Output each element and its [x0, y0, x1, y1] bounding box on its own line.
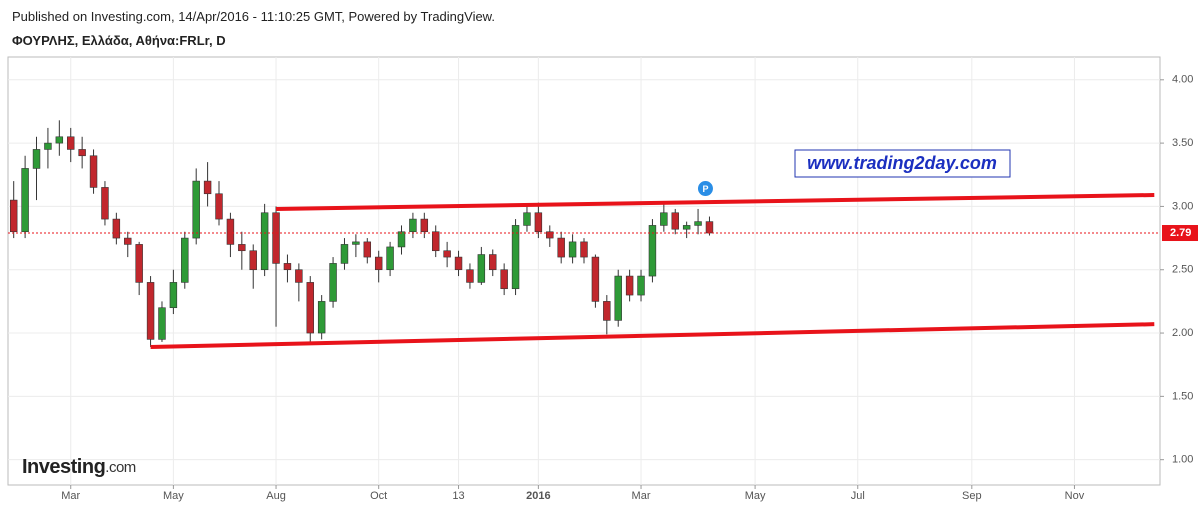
candle-body	[660, 212, 668, 226]
candle-body	[523, 212, 531, 226]
plot-frame	[7, 56, 1161, 486]
candle-body	[568, 241, 577, 258]
candle-body	[9, 199, 18, 233]
grid: 1.00 1.50 2.00 2.50 3.00 3.50 4.00 Mar May Aug Oct…	[8, 57, 1193, 502]
candle-body	[443, 250, 451, 258]
candle-body	[89, 155, 98, 188]
candles: 2.79 P	[8, 120, 1198, 349]
logo-brand: Investing	[22, 456, 105, 478]
candle-body	[489, 254, 497, 271]
trendline	[150, 322, 1155, 349]
candle-body	[591, 256, 600, 302]
x-tick-label: Nov	[1065, 490, 1085, 502]
candle-body	[466, 269, 474, 283]
watermark: www.trading2day.com	[807, 153, 997, 173]
watermark-box	[794, 149, 1011, 178]
candle-body	[55, 136, 64, 144]
candle-body	[511, 225, 520, 290]
x-tick-label: Oct	[370, 490, 387, 502]
x-tick-label: Aug	[266, 490, 286, 502]
candle-body	[226, 218, 235, 245]
candle-body	[67, 136, 75, 150]
candle-body	[363, 241, 372, 258]
y-tick-label: 1.50	[1172, 390, 1193, 402]
candle-body	[614, 275, 622, 321]
candle-body	[317, 301, 326, 334]
x-tick-label: May	[163, 490, 184, 502]
symbol-title: ΦΟΥΡΛΗΣ, Ελλάδα, Αθήνα:FRLr, D	[12, 33, 226, 48]
candle-body	[203, 180, 212, 195]
candle-body	[409, 218, 417, 233]
candle-body	[580, 241, 588, 258]
marker-dot	[696, 180, 714, 198]
published-line: Published on Investing.com, 14/Apr/2016 …	[12, 9, 495, 24]
candle-body	[101, 187, 109, 220]
candle-body	[44, 142, 52, 150]
candle-body	[306, 282, 314, 334]
x-tick-label: Sep	[962, 490, 982, 502]
candle-body	[272, 212, 280, 264]
candle-body	[238, 244, 246, 252]
candle-body	[135, 244, 143, 283]
x-tick-label: Mar	[632, 490, 651, 502]
candle-body	[260, 212, 269, 271]
candle-body	[215, 193, 223, 220]
candle-body	[78, 149, 86, 157]
candle-body	[671, 212, 679, 230]
y-tick-label: 3.00	[1172, 200, 1193, 212]
candle-body	[603, 301, 611, 321]
candle-body	[21, 168, 29, 233]
logo: Investing.com	[22, 456, 136, 478]
candle-body	[386, 246, 394, 271]
candle-body	[192, 180, 200, 239]
last-price-label: 2.79	[1170, 227, 1191, 239]
candle-body	[374, 256, 383, 271]
candle-body	[625, 275, 634, 296]
candle-body	[705, 221, 714, 234]
candle-body	[682, 225, 691, 230]
y-tick-label: 2.50	[1172, 264, 1193, 276]
candle-body	[420, 218, 429, 233]
candle-body	[557, 237, 565, 258]
y-tick-label: 4.00	[1172, 74, 1193, 86]
y-tick-label: 1.00	[1172, 454, 1193, 466]
x-tick-label: 13	[452, 490, 464, 502]
candle-body	[249, 250, 257, 271]
candle-body	[158, 307, 166, 340]
trendline	[276, 193, 1155, 211]
candle-body	[352, 241, 360, 245]
x-tick-label: May	[745, 490, 766, 502]
candle-body	[477, 254, 486, 283]
candle-body	[694, 221, 702, 226]
candle-body	[181, 237, 189, 283]
last-price-box	[1162, 225, 1198, 242]
candle-body	[637, 275, 645, 296]
x-tick-label: Jul	[851, 490, 865, 502]
marker-label: P	[702, 184, 708, 194]
candle-body	[534, 212, 543, 233]
x-tick-label: 2016	[526, 490, 550, 502]
candle-body	[146, 282, 155, 340]
candle-body	[169, 282, 178, 309]
y-tick-label: 3.50	[1172, 137, 1193, 149]
x-tick-label: Mar	[61, 490, 80, 502]
candle-body	[295, 269, 303, 283]
candle-body	[432, 231, 440, 252]
candle-body	[124, 237, 132, 245]
candle-body	[283, 263, 292, 271]
candle-body	[454, 256, 463, 271]
candle-body	[648, 225, 657, 277]
candle-body	[397, 231, 406, 248]
candle-body	[340, 244, 349, 264]
candle-body	[546, 231, 554, 239]
candle-body	[112, 218, 121, 239]
candle-body	[329, 263, 337, 302]
logo-suffix: .com	[105, 459, 136, 476]
y-tick-label: 2.00	[1172, 327, 1193, 339]
candle-body	[500, 269, 508, 290]
candle-body	[32, 149, 41, 169]
